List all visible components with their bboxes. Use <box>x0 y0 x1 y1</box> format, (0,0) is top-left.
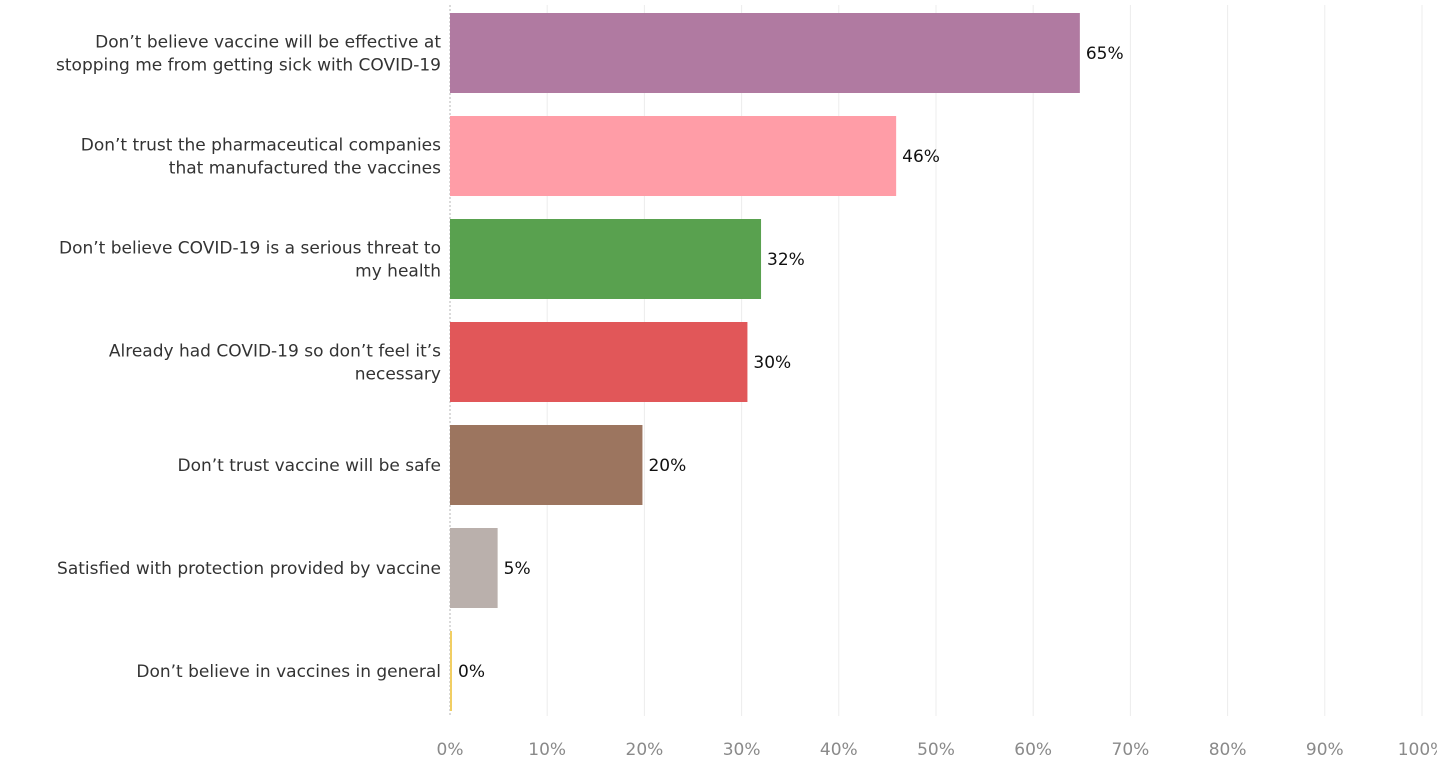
bar <box>450 631 452 711</box>
category-label: Don’t trust the pharmaceutical companies <box>81 136 441 156</box>
x-tick-label: 40% <box>820 740 858 760</box>
x-tick-label: 70% <box>1112 740 1150 760</box>
category-label: that manufactured the vaccines <box>169 159 441 179</box>
category-label: Satisfied with protection provided by va… <box>57 559 441 579</box>
x-tick-label: 20% <box>626 740 664 760</box>
bar <box>450 219 762 299</box>
x-tick-label: 30% <box>723 740 761 760</box>
x-tick-label: 50% <box>917 740 955 760</box>
category-label: necessary <box>355 365 441 385</box>
value-labels: 65% 46% 32% 30% 20% 5% 0% <box>458 44 1124 682</box>
category-labels: Don’t believe vaccine will be effective … <box>56 33 441 683</box>
x-tick-label: 0% <box>437 740 464 760</box>
value-label: 46% <box>902 147 940 167</box>
bar <box>450 322 748 402</box>
category-label: my health <box>355 262 441 282</box>
category-label: Don’t believe COVID-19 is a serious thre… <box>59 239 441 259</box>
x-tick-label: 80% <box>1209 740 1247 760</box>
bar <box>450 116 897 196</box>
value-label: 0% <box>458 662 485 682</box>
x-tick-label: 10% <box>528 740 566 760</box>
bar <box>450 13 1080 93</box>
bar <box>450 425 643 505</box>
bars <box>450 13 1080 711</box>
category-label: stopping me from getting sick with COVID… <box>56 56 441 76</box>
category-label: Don’t trust vaccine will be safe <box>178 456 441 476</box>
value-label: 5% <box>504 559 531 579</box>
value-label: 32% <box>767 250 805 270</box>
x-axis-ticks: 0% 10% 20% 30% 40% 50% 60% 70% 80% 90% 100% <box>437 740 1437 760</box>
value-label: 65% <box>1086 44 1124 64</box>
x-tick-label: 60% <box>1014 740 1052 760</box>
x-tick-label: 100% <box>1398 740 1437 760</box>
bar <box>450 528 498 608</box>
category-label: Don’t believe in vaccines in general <box>136 662 441 682</box>
value-label: 20% <box>648 456 686 476</box>
category-label: Don’t believe vaccine will be effective … <box>95 33 441 53</box>
category-label: Already had COVID-19 so don’t feel it’s <box>109 342 441 362</box>
value-label: 30% <box>753 353 791 373</box>
x-tick-label: 90% <box>1306 740 1344 760</box>
